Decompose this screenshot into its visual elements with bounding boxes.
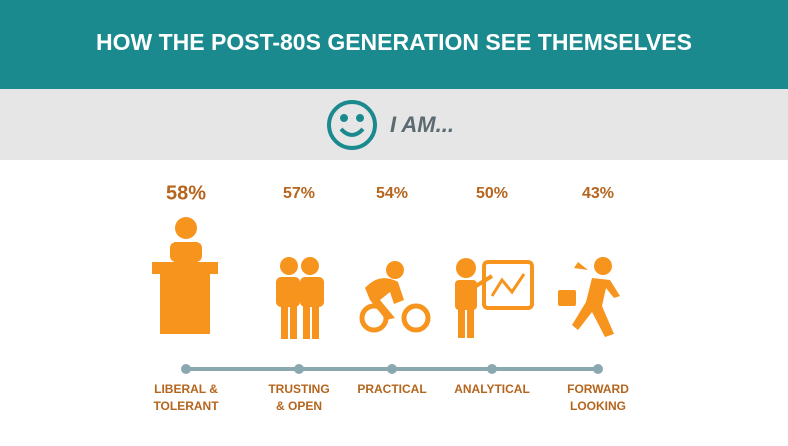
- item-label: & OPEN: [276, 399, 322, 413]
- cyclist-icon: [359, 261, 431, 333]
- item-label: TOLERANT: [153, 399, 219, 413]
- percent: 43%: [582, 185, 614, 202]
- timeline-dot: [593, 364, 603, 374]
- percent: 50%: [476, 185, 508, 202]
- banner-text: I AM...: [390, 112, 454, 137]
- friends-icon: [276, 257, 324, 339]
- timeline-dot: [487, 364, 497, 374]
- smiley-icon: [327, 100, 377, 150]
- item-label: PRACTICAL: [357, 382, 426, 396]
- header-band: [0, 0, 788, 89]
- percent: 58%: [166, 182, 206, 204]
- percent: 57%: [283, 185, 315, 202]
- title: HOW THE POST-80S GENERATION SEE THEMSELV…: [96, 29, 692, 55]
- item-label: TRUSTING: [268, 382, 329, 396]
- analyst-icon: [455, 258, 534, 338]
- item-label: FORWARD: [567, 382, 629, 396]
- percent: 54%: [376, 185, 408, 202]
- speaker-icon: [152, 217, 218, 334]
- timeline-dot: [387, 364, 397, 374]
- runner-icon: [558, 257, 620, 337]
- item-label: ANALYTICAL: [454, 382, 530, 396]
- item-label: LOOKING: [570, 399, 626, 413]
- item-label: LIBERAL &: [154, 382, 218, 396]
- timeline-dot: [181, 364, 191, 374]
- timeline-dot: [294, 364, 304, 374]
- banner-band: [0, 89, 788, 160]
